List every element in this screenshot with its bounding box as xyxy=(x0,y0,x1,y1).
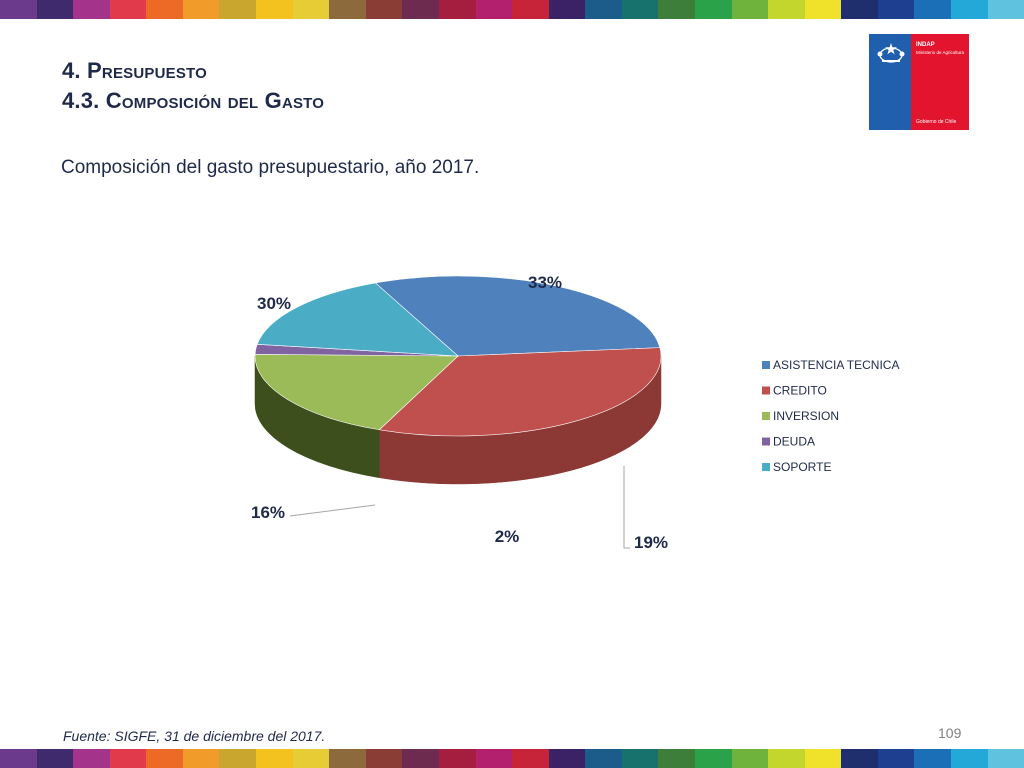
stripe-segment xyxy=(365,0,403,19)
logo-blue-panel xyxy=(869,34,911,130)
stripe-segment xyxy=(658,0,695,19)
stripe-segment xyxy=(804,749,842,768)
stripe-segment xyxy=(0,0,37,19)
data-label: 33% xyxy=(528,273,562,292)
data-label: 30% xyxy=(257,294,291,313)
legend-label: ASISTENCIA TECNICA xyxy=(773,358,899,372)
leader-line xyxy=(289,504,376,517)
stripe-segment xyxy=(658,749,695,768)
stripe-segment xyxy=(256,749,293,768)
stripe-segment xyxy=(0,749,37,768)
stripe-segment xyxy=(914,749,952,768)
pie-slice-inversion xyxy=(254,354,459,431)
stripe-segment xyxy=(987,0,1024,19)
stripe-segment xyxy=(219,0,257,19)
legend-label: DEUDA xyxy=(773,435,815,449)
source-note: Fuente: SIGFE, 31 de diciembre del 2017. xyxy=(63,728,326,744)
legend-swatch xyxy=(762,386,770,395)
bottom-color-stripe xyxy=(0,749,1024,768)
pie-slice-credito xyxy=(378,347,662,437)
stripe-segment xyxy=(841,749,878,768)
legend-label: CREDITO xyxy=(773,384,827,398)
legend-swatch xyxy=(762,412,770,420)
stripe-segment xyxy=(402,0,439,19)
stripe-segment xyxy=(585,749,622,768)
stripe-segment xyxy=(182,0,220,19)
stripe-segment xyxy=(36,0,74,19)
stripe-segment xyxy=(548,0,586,19)
data-label: 19% xyxy=(634,533,668,552)
stripe-segment xyxy=(877,749,915,768)
chile-seal-icon xyxy=(877,43,905,63)
stripe-segment xyxy=(548,749,586,768)
stripe-segment xyxy=(585,0,622,19)
stripe-segment xyxy=(951,0,988,19)
stripe-segment xyxy=(694,0,732,19)
stripe-segment xyxy=(256,0,293,19)
chart-subtitle: Composición del gasto presupuestario, añ… xyxy=(61,157,480,178)
logo-ministry: Ministerio de Agricultura xyxy=(916,50,965,55)
stripe-segment xyxy=(438,749,476,768)
stripe-segment xyxy=(292,749,330,768)
stripe-segment xyxy=(73,0,110,19)
stripe-segment xyxy=(36,749,74,768)
stripe-segment xyxy=(768,749,805,768)
stripe-segment xyxy=(731,0,769,19)
section-title: 4. Presupuesto xyxy=(62,58,208,83)
pie-slice-soporte xyxy=(256,282,459,357)
stripe-segment xyxy=(365,749,403,768)
stripe-segment xyxy=(841,0,878,19)
stripe-segment xyxy=(73,749,110,768)
stripe-segment xyxy=(512,749,549,768)
logo-brand: INDAP xyxy=(916,42,935,48)
stripe-segment xyxy=(109,0,147,19)
leader-line xyxy=(623,466,630,549)
page-number: 109 xyxy=(938,725,962,741)
legend-swatch xyxy=(762,361,770,369)
stripe-segment xyxy=(768,0,805,19)
stripe-segment xyxy=(146,749,183,768)
stripe-segment xyxy=(694,749,732,768)
legend-swatch xyxy=(762,463,770,471)
legend-swatch xyxy=(762,437,770,446)
indap-logo: INDAP Ministerio de Agricultura Gobierno… xyxy=(869,34,969,130)
top-color-stripe xyxy=(0,0,1024,19)
stripe-segment xyxy=(182,749,220,768)
logo-red-panel: INDAP Ministerio de Agricultura Gobierno… xyxy=(911,34,969,130)
stripe-segment xyxy=(512,0,549,19)
stripe-segment xyxy=(402,749,439,768)
legend-label: SOPORTE xyxy=(773,460,831,474)
stripe-segment xyxy=(621,749,659,768)
stripe-segment xyxy=(475,0,513,19)
slide-heading: 4. Presupuesto 4.3. Composición del Gast… xyxy=(62,56,324,116)
stripe-segment xyxy=(804,0,842,19)
stripe-segment xyxy=(146,0,183,19)
stripe-segment xyxy=(987,749,1024,768)
stripe-segment xyxy=(438,0,476,19)
subsection-title: 4.3. Composición del Gasto xyxy=(62,88,325,113)
stripe-segment xyxy=(475,749,513,768)
stripe-segment xyxy=(109,749,147,768)
legend-label: INVERSION xyxy=(773,409,839,423)
stripe-segment xyxy=(621,0,659,19)
data-label: 16% xyxy=(251,503,285,522)
stripe-segment xyxy=(877,0,915,19)
stripe-segment xyxy=(914,0,952,19)
logo-government: Gobierno de Chile xyxy=(916,119,957,125)
stripe-segment xyxy=(292,0,330,19)
stripe-segment xyxy=(951,749,988,768)
data-label: 2% xyxy=(495,527,520,546)
stripe-segment xyxy=(731,749,769,768)
pie-slice-asistencia-tecnica xyxy=(374,275,661,357)
stripe-segment xyxy=(329,0,366,19)
stripe-segment xyxy=(219,749,257,768)
stripe-segment xyxy=(329,749,366,768)
